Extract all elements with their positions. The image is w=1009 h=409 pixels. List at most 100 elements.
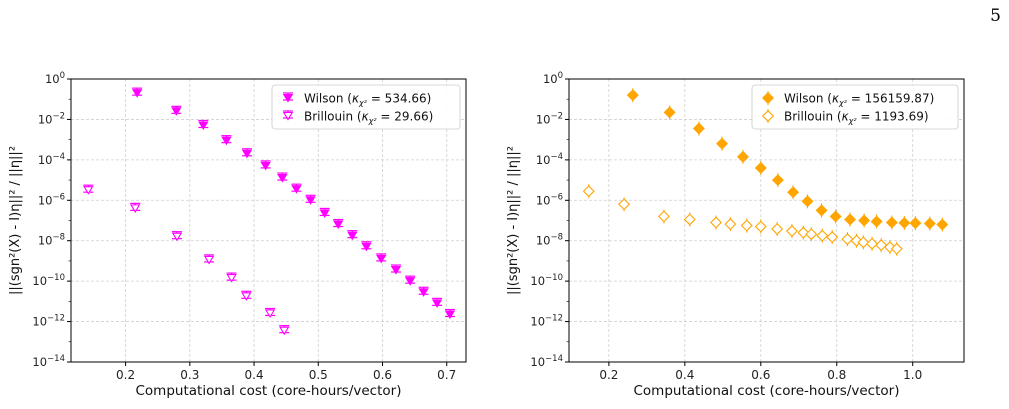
marker-shape xyxy=(241,292,252,301)
marker-shape xyxy=(203,255,215,265)
y-tick-label: 10−4 xyxy=(536,152,563,167)
marker-shape xyxy=(740,219,753,232)
marker-shape xyxy=(291,185,302,194)
marker-shape xyxy=(221,136,232,146)
marker-shape xyxy=(683,213,696,226)
marker-shape xyxy=(736,150,749,163)
legend-box xyxy=(271,84,461,130)
legend: Wilson (κχ² = 534.66) Brillouin (κχ² = 29… xyxy=(271,84,461,130)
marker-shape xyxy=(83,186,94,195)
marker-shape xyxy=(305,196,316,205)
x-tick-label: 0.6 xyxy=(373,368,392,382)
data-point xyxy=(736,149,749,164)
data-point xyxy=(797,225,810,240)
data-point xyxy=(663,105,676,120)
marker-shape xyxy=(431,299,443,308)
data-point xyxy=(754,160,767,175)
marker-shape xyxy=(816,229,829,242)
marker-shape xyxy=(279,326,290,336)
marker-shape xyxy=(841,233,854,246)
x-tick-label: 0.8 xyxy=(827,368,846,382)
data-point xyxy=(279,325,290,336)
x-tick-label: 0.4 xyxy=(675,368,694,382)
data-point xyxy=(754,219,767,234)
data-point xyxy=(826,230,839,245)
marker-shape xyxy=(130,204,141,213)
marker-shape xyxy=(866,237,879,250)
series-brillouin xyxy=(582,184,903,256)
data-point xyxy=(171,231,183,242)
marker-shape xyxy=(801,195,814,208)
marker-shape xyxy=(390,265,402,275)
data-point xyxy=(203,254,215,265)
legend-marker xyxy=(762,91,774,105)
data-point xyxy=(130,202,141,213)
x-tick-label: 0.6 xyxy=(751,368,770,382)
y-tick-label: 10−6 xyxy=(536,192,563,207)
page-number: 5 xyxy=(990,6,1001,26)
marker-shape xyxy=(909,217,922,230)
data-point xyxy=(83,184,94,195)
marker-shape xyxy=(376,254,387,264)
marker-shape xyxy=(829,210,842,223)
marker-shape xyxy=(444,310,456,320)
data-point xyxy=(657,209,670,224)
marker-shape xyxy=(771,223,784,235)
x-tick-label: 0.2 xyxy=(116,368,135,382)
data-point xyxy=(890,241,903,256)
marker-shape xyxy=(264,309,276,319)
x-tick-label: 1.0 xyxy=(903,368,922,382)
data-point xyxy=(936,217,949,232)
data-point xyxy=(618,197,631,212)
data-point xyxy=(829,209,842,224)
data-point xyxy=(816,228,829,243)
x-tick-label: 0.2 xyxy=(599,368,618,382)
legend-entry-brillouin: Brillouin (κχ² = 29.66) xyxy=(304,110,433,126)
data-point xyxy=(260,160,271,171)
marker-shape xyxy=(923,217,936,230)
left-chart: 0.2 0.3 0.4 0.5 0.6 0.7 100 10−2 10−4 10−6 10−8 10−… xyxy=(8,71,467,399)
series-wilson xyxy=(131,87,456,320)
y-tick-label: 10−4 xyxy=(38,152,65,167)
data-point xyxy=(418,286,429,297)
x-tick-label: 0.4 xyxy=(245,368,264,382)
marker-shape xyxy=(710,216,722,229)
data-point xyxy=(683,212,696,227)
marker-shape xyxy=(785,225,798,237)
data-point xyxy=(444,308,456,320)
data-point xyxy=(241,290,252,301)
data-point xyxy=(226,272,237,283)
marker-shape xyxy=(857,236,870,249)
marker-shape xyxy=(754,220,767,233)
marker-shape xyxy=(171,232,183,242)
y-tick-label: 10−10 xyxy=(530,273,563,288)
right-chart: 0.2 0.4 0.6 0.8 1.0 100 10−2 10−4 10−6 10−8 10−10 1… xyxy=(506,71,965,399)
y-tick-label: 10−6 xyxy=(38,192,65,207)
data-point xyxy=(198,119,209,131)
x-tick-label: 0.5 xyxy=(309,368,328,382)
data-point xyxy=(885,215,898,230)
marker-shape xyxy=(754,161,767,174)
x-axis-label: Computational cost (core-hours/vector) xyxy=(136,383,402,399)
data-point xyxy=(898,215,911,230)
data-point xyxy=(771,221,784,236)
data-point xyxy=(131,87,143,98)
marker-shape xyxy=(618,198,631,211)
marker-shape xyxy=(260,161,271,171)
data-point xyxy=(241,148,253,159)
marker-shape xyxy=(361,242,372,252)
data-point xyxy=(319,207,330,218)
marker-shape xyxy=(171,107,182,116)
legend-box xyxy=(751,84,959,130)
data-point xyxy=(692,121,705,136)
marker-shape xyxy=(226,274,237,283)
marker-shape xyxy=(870,215,883,228)
marker-shape xyxy=(805,228,818,241)
marker-shape xyxy=(277,174,288,183)
marker-shape xyxy=(663,106,676,119)
data-point xyxy=(376,253,387,264)
data-point xyxy=(277,172,288,183)
data-point xyxy=(801,194,814,209)
y-tick-label: 10−14 xyxy=(530,354,563,369)
y-axis-label: ||(sgn²(X) - I)η||² / ||η||² xyxy=(8,146,23,295)
